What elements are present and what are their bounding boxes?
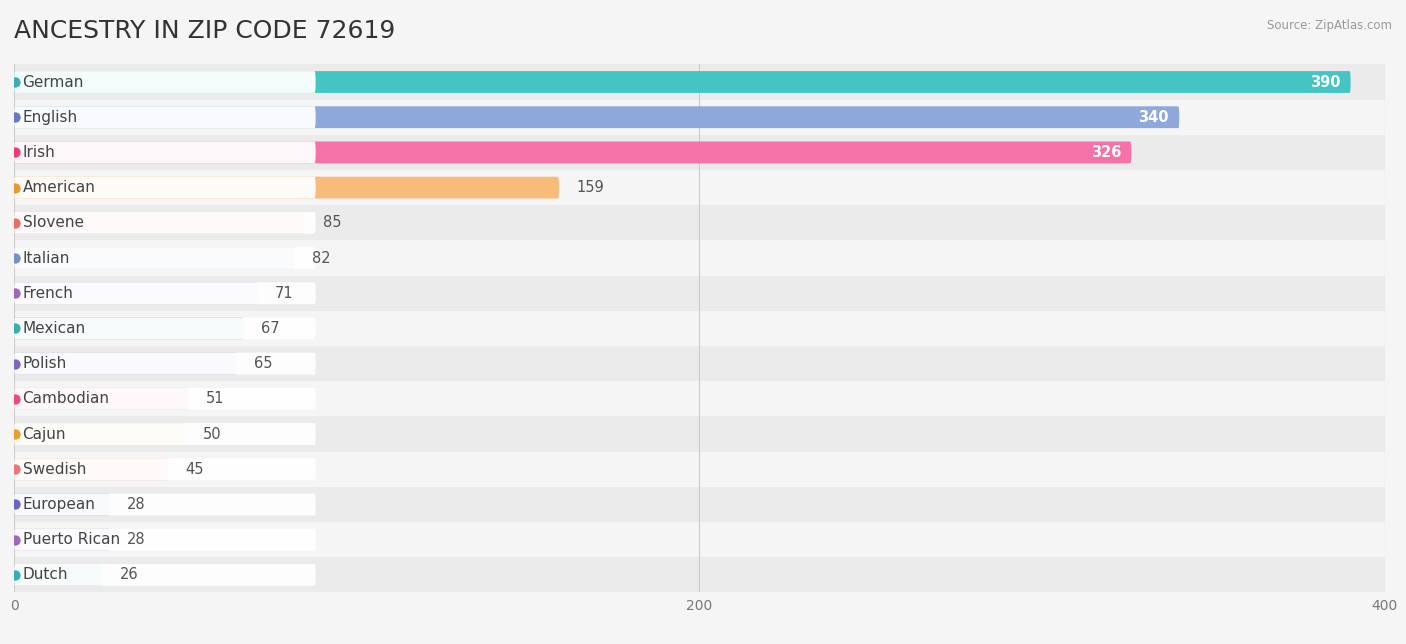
Text: Irish: Irish: [22, 145, 55, 160]
Text: 67: 67: [262, 321, 280, 336]
FancyBboxPatch shape: [14, 282, 257, 304]
FancyBboxPatch shape: [14, 529, 315, 551]
FancyBboxPatch shape: [14, 317, 243, 339]
Text: 50: 50: [202, 426, 221, 442]
Bar: [14, 170, 1385, 205]
Text: 28: 28: [127, 532, 146, 547]
Bar: [14, 100, 1385, 135]
FancyBboxPatch shape: [14, 176, 315, 198]
Text: Polish: Polish: [22, 356, 67, 371]
Bar: [14, 381, 1385, 417]
FancyBboxPatch shape: [14, 353, 315, 375]
FancyBboxPatch shape: [14, 564, 315, 586]
FancyBboxPatch shape: [14, 106, 315, 128]
Text: Mexican: Mexican: [22, 321, 86, 336]
FancyBboxPatch shape: [14, 317, 315, 339]
Bar: [14, 311, 1385, 346]
FancyBboxPatch shape: [14, 176, 560, 198]
FancyBboxPatch shape: [14, 529, 110, 551]
FancyBboxPatch shape: [14, 71, 315, 93]
FancyBboxPatch shape: [14, 459, 315, 480]
Bar: [14, 240, 1385, 276]
FancyBboxPatch shape: [14, 423, 315, 445]
Text: Dutch: Dutch: [22, 567, 67, 582]
Text: ANCESTRY IN ZIP CODE 72619: ANCESTRY IN ZIP CODE 72619: [14, 19, 395, 43]
Bar: [14, 557, 1385, 592]
Text: Italian: Italian: [22, 251, 70, 265]
Text: Cambodian: Cambodian: [22, 392, 110, 406]
Text: 340: 340: [1139, 109, 1168, 125]
FancyBboxPatch shape: [14, 282, 315, 304]
FancyBboxPatch shape: [14, 423, 186, 445]
Text: 82: 82: [312, 251, 330, 265]
Bar: [14, 135, 1385, 170]
Bar: [14, 276, 1385, 311]
Text: 159: 159: [576, 180, 603, 195]
FancyBboxPatch shape: [14, 493, 110, 515]
FancyBboxPatch shape: [14, 388, 315, 410]
Text: 85: 85: [322, 215, 342, 231]
FancyBboxPatch shape: [14, 212, 315, 234]
Text: Puerto Rican: Puerto Rican: [22, 532, 120, 547]
Text: Swedish: Swedish: [22, 462, 86, 477]
Bar: [14, 64, 1385, 100]
FancyBboxPatch shape: [14, 353, 236, 375]
Text: 45: 45: [186, 462, 204, 477]
Text: German: German: [22, 75, 84, 90]
Text: 390: 390: [1310, 75, 1340, 90]
Text: 26: 26: [121, 567, 139, 582]
Text: 71: 71: [274, 286, 292, 301]
FancyBboxPatch shape: [14, 388, 188, 410]
FancyBboxPatch shape: [14, 106, 1180, 128]
FancyBboxPatch shape: [14, 247, 315, 269]
FancyBboxPatch shape: [14, 459, 169, 480]
Text: 326: 326: [1091, 145, 1121, 160]
Text: French: French: [22, 286, 73, 301]
Text: English: English: [22, 109, 77, 125]
FancyBboxPatch shape: [14, 212, 305, 234]
Bar: [14, 346, 1385, 381]
Bar: [14, 205, 1385, 240]
FancyBboxPatch shape: [14, 564, 103, 586]
Bar: [14, 451, 1385, 487]
Text: European: European: [22, 497, 96, 512]
FancyBboxPatch shape: [14, 142, 1132, 164]
Text: 28: 28: [127, 497, 146, 512]
FancyBboxPatch shape: [14, 493, 315, 515]
FancyBboxPatch shape: [14, 247, 295, 269]
FancyBboxPatch shape: [14, 71, 1351, 93]
Text: Slovene: Slovene: [22, 215, 83, 231]
Bar: [14, 487, 1385, 522]
Text: 65: 65: [254, 356, 273, 371]
Bar: [14, 522, 1385, 557]
Text: American: American: [22, 180, 96, 195]
Text: Cajun: Cajun: [22, 426, 66, 442]
Bar: [14, 417, 1385, 451]
Text: Source: ZipAtlas.com: Source: ZipAtlas.com: [1267, 19, 1392, 32]
FancyBboxPatch shape: [14, 142, 315, 164]
Text: 51: 51: [207, 392, 225, 406]
